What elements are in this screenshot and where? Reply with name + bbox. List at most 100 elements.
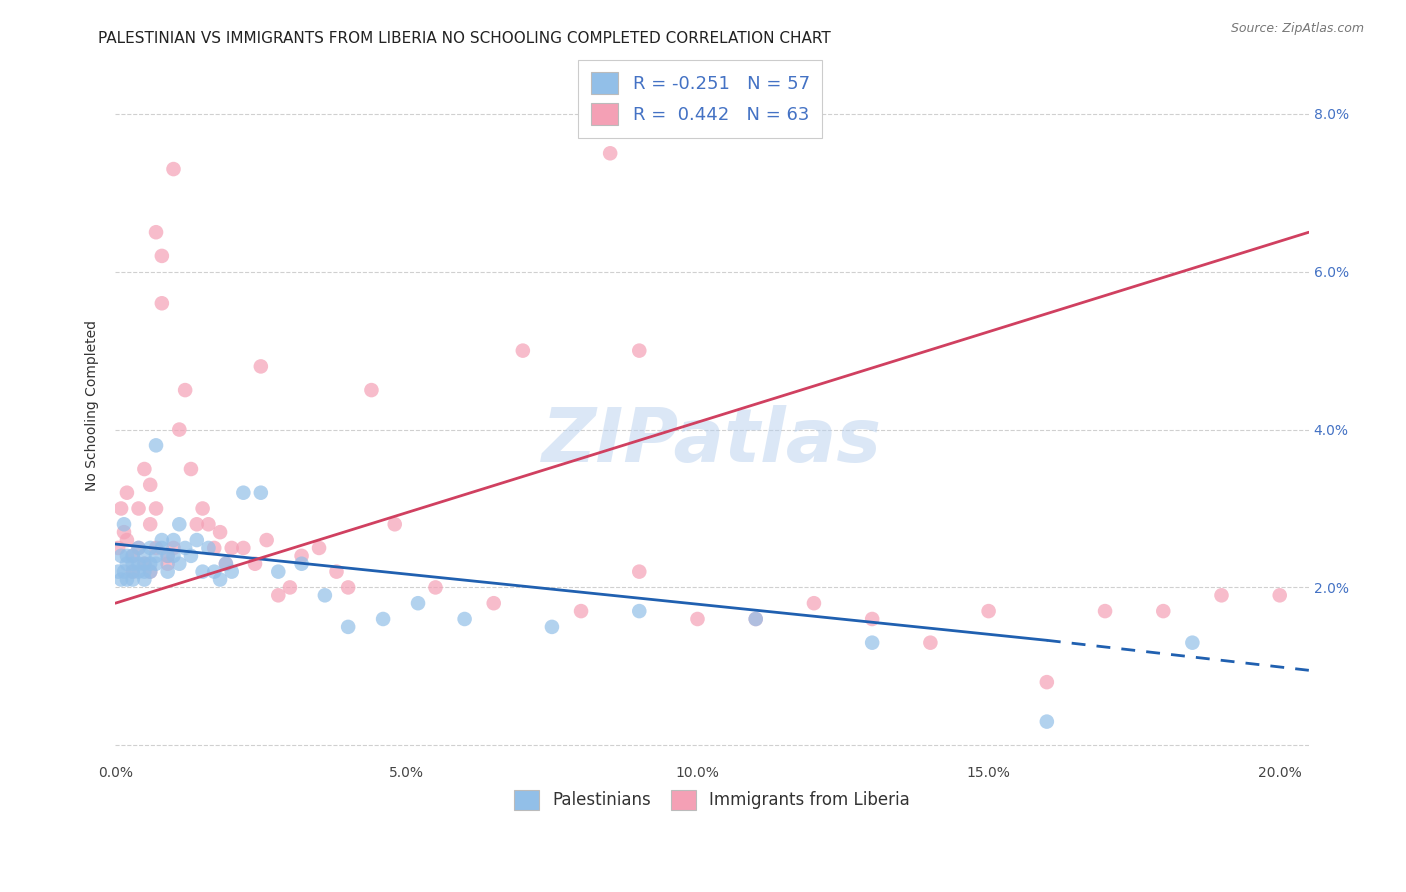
Point [112, 525, 135, 540]
Point [221, 541, 243, 555]
Point [186, 517, 208, 532]
Point [360, 383, 382, 397]
Point [145, 438, 167, 452]
Text: Source: ZipAtlas.com: Source: ZipAtlas.com [1230, 22, 1364, 36]
Point [121, 557, 143, 571]
Point [112, 517, 135, 532]
Point [267, 565, 290, 579]
Point [115, 573, 138, 587]
Point [232, 541, 254, 555]
Point [134, 557, 156, 571]
Point [180, 462, 202, 476]
Point [406, 596, 429, 610]
Point [337, 620, 360, 634]
Point [232, 485, 254, 500]
Point [128, 501, 150, 516]
Point [156, 549, 179, 563]
Point [920, 635, 942, 649]
Point [290, 549, 312, 563]
Point [209, 573, 232, 587]
Point [169, 423, 191, 437]
Point [110, 501, 132, 516]
Point [115, 549, 138, 563]
Point [744, 612, 766, 626]
Point [134, 462, 156, 476]
Point [139, 565, 162, 579]
Point [371, 612, 394, 626]
Point [599, 146, 621, 161]
Point [107, 541, 129, 555]
Point [145, 501, 167, 516]
Point [128, 541, 150, 555]
Point [162, 162, 184, 177]
Point [128, 541, 150, 555]
Point [482, 596, 505, 610]
Point [145, 225, 167, 239]
Point [150, 249, 173, 263]
Point [169, 557, 191, 571]
Legend: Palestinians, Immigrants from Liberia: Palestinians, Immigrants from Liberia [508, 783, 917, 817]
Point [337, 581, 360, 595]
Point [180, 549, 202, 563]
Point [512, 343, 534, 358]
Point [150, 296, 173, 310]
Point [150, 541, 173, 555]
Point [128, 565, 150, 579]
Point [256, 533, 278, 547]
Point [628, 343, 651, 358]
Point [1152, 604, 1174, 618]
Point [162, 549, 184, 563]
Point [197, 541, 219, 555]
Point [139, 478, 162, 492]
Point [121, 573, 143, 587]
Point [250, 359, 273, 374]
Point [1094, 604, 1116, 618]
Point [145, 549, 167, 563]
Point [134, 549, 156, 563]
Point [134, 557, 156, 571]
Point [156, 557, 179, 571]
Point [197, 517, 219, 532]
Point [202, 565, 225, 579]
Point [139, 517, 162, 532]
Point [191, 565, 214, 579]
Point [191, 501, 214, 516]
Point [314, 588, 336, 602]
Point [139, 557, 162, 571]
Point [425, 581, 447, 595]
Point [110, 573, 132, 587]
Point [174, 541, 197, 555]
Point [139, 541, 162, 555]
Point [803, 596, 825, 610]
Point [150, 533, 173, 547]
Point [115, 557, 138, 571]
Point [121, 549, 143, 563]
Point [325, 565, 347, 579]
Point [1036, 675, 1059, 690]
Point [215, 557, 238, 571]
Point [977, 604, 1000, 618]
Point [112, 565, 135, 579]
Point [209, 525, 232, 540]
Point [628, 565, 651, 579]
Point [860, 612, 883, 626]
Point [628, 604, 651, 618]
Point [110, 549, 132, 563]
Point [250, 485, 273, 500]
Point [290, 557, 312, 571]
Point [860, 635, 883, 649]
Text: PALESTINIAN VS IMMIGRANTS FROM LIBERIA NO SCHOOLING COMPLETED CORRELATION CHART: PALESTINIAN VS IMMIGRANTS FROM LIBERIA N… [98, 31, 831, 46]
Point [139, 565, 162, 579]
Point [215, 557, 238, 571]
Point [121, 565, 143, 579]
Point [1268, 588, 1291, 602]
Point [221, 565, 243, 579]
Y-axis label: No Schooling Completed: No Schooling Completed [86, 320, 100, 491]
Point [202, 541, 225, 555]
Point [134, 565, 156, 579]
Point [1211, 588, 1233, 602]
Point [115, 485, 138, 500]
Point [107, 565, 129, 579]
Point [156, 565, 179, 579]
Point [569, 604, 592, 618]
